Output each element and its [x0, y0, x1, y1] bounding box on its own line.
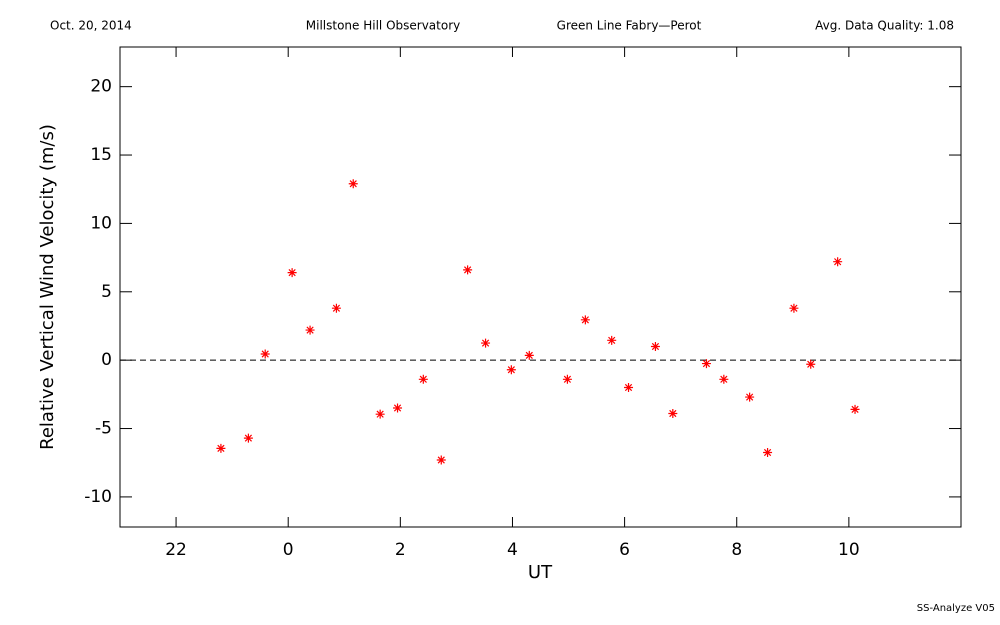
x-tick-label: 6: [619, 540, 630, 560]
data-point: [562, 374, 572, 384]
data-point: [331, 303, 341, 313]
data-point: [393, 403, 403, 413]
data-point: [375, 409, 385, 419]
data-point: [287, 268, 297, 278]
data-point: [216, 443, 226, 453]
data-point: [789, 303, 799, 313]
data-point: [348, 179, 358, 189]
y-axis-label: Relative Vertical Wind Velocity (m/s): [37, 124, 58, 450]
data-point: [243, 433, 253, 443]
y-tick-label: -5: [95, 419, 112, 439]
data-point: [650, 341, 660, 351]
y-tick-label: 20: [90, 77, 112, 97]
x-tick-label: 4: [507, 540, 518, 560]
y-tick-label: 15: [90, 145, 112, 165]
x-tick-label: 22: [165, 540, 187, 560]
y-tick-label: -10: [84, 487, 112, 507]
footer: SS-Analyze V05: [917, 603, 995, 614]
data-point: [506, 365, 516, 375]
y-tick-label: 5: [101, 282, 112, 302]
data-point: [260, 349, 270, 359]
data-point: [701, 359, 711, 369]
data-point: [833, 257, 843, 267]
x-tick-label: 0: [283, 540, 294, 560]
data-point: [745, 392, 755, 402]
data-point: [305, 325, 315, 335]
data-point: [668, 408, 678, 418]
plot-frame: [119, 46, 962, 528]
instrument: Green Line Fabry—Perot: [557, 19, 702, 33]
x-axis-label: UT: [528, 562, 553, 583]
data-point: [418, 374, 428, 384]
data-point: [463, 265, 473, 275]
data-quality: Avg. Data Quality: 1.08: [815, 19, 954, 33]
x-tick-label: 10: [838, 540, 860, 560]
observatory: Millstone Hill Observatory: [306, 19, 460, 33]
data-point: [580, 315, 590, 325]
data-point: [524, 350, 534, 360]
y-tick-label: 10: [90, 213, 112, 233]
x-tick-label: 2: [395, 540, 406, 560]
data-point: [481, 338, 491, 348]
data-point: [763, 447, 773, 457]
x-tick-label: 8: [731, 540, 742, 560]
date: Oct. 20, 2014: [50, 19, 132, 33]
data-point: [624, 383, 634, 393]
data-point: [806, 359, 816, 369]
data-point: [607, 335, 617, 345]
y-tick-label: 0: [101, 350, 112, 370]
data-point: [719, 374, 729, 384]
data-point: [850, 404, 860, 414]
data-point: [436, 455, 446, 465]
